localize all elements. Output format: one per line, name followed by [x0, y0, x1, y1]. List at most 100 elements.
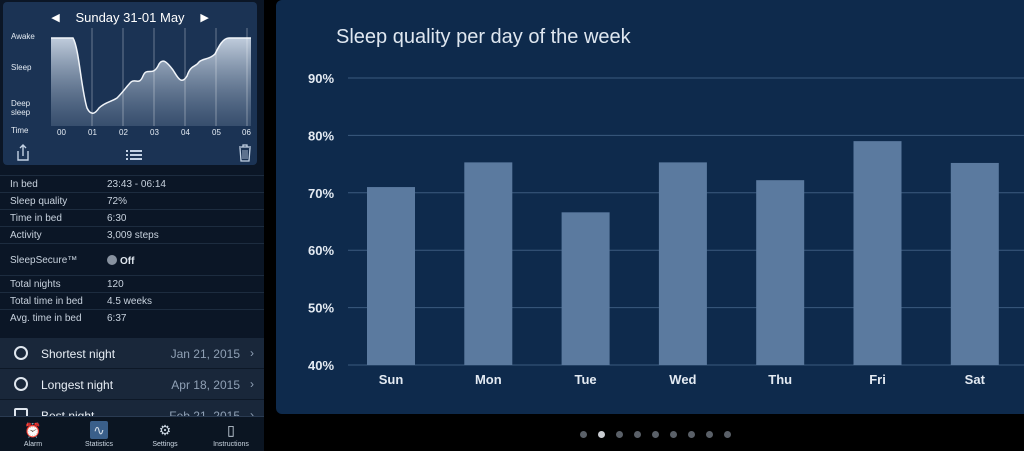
bar: [561, 212, 610, 365]
chevron-right-icon: ›: [250, 346, 254, 360]
y-label-deep-sleep: sleep: [11, 108, 31, 117]
date-label: Sunday 31-01 May: [75, 9, 185, 25]
stat-key: Sleep quality: [10, 196, 68, 207]
bar: [464, 162, 513, 365]
bar-chart: 90% 80% 70% 60% 50% 40% Sun Mon Tue Wed Thu Fri Sat: [308, 71, 1024, 387]
tab-label: Alarm: [23, 441, 43, 448]
stat-value: 6:30: [107, 213, 127, 224]
stopwatch-icon: [14, 346, 28, 360]
time-label: 02: [119, 128, 128, 137]
bar: [950, 162, 999, 365]
sleepsecure-row[interactable]: SleepSecure™ Off: [0, 243, 264, 275]
stat-key: Total time in bed: [10, 296, 83, 307]
stopwatch-icon: [14, 377, 28, 391]
stat-key: Time in bed: [10, 213, 62, 224]
date-header: ◀ Sunday 31-01 May ▶: [3, 8, 257, 26]
tab-label: Instructions: [213, 441, 249, 448]
y-tick-label: 80%: [308, 128, 334, 143]
list-item-label: Shortest night: [41, 347, 116, 361]
y-tick-label: 90%: [308, 71, 334, 86]
stat-row: In bed 23:43 - 06:14: [0, 175, 264, 192]
tab-statistics[interactable]: ∿ Statistics: [66, 417, 132, 451]
page-dot[interactable]: [688, 431, 695, 438]
stat-value: 23:43 - 06:14: [107, 179, 166, 190]
sleep-graph-area: [51, 38, 251, 126]
y-label-sleep: Sleep: [11, 63, 32, 72]
toggle-state: Off: [120, 256, 135, 267]
share-icon[interactable]: [15, 144, 31, 167]
stat-value: 120: [107, 279, 124, 290]
time-label: 01: [88, 128, 97, 137]
book-icon: ▯: [227, 422, 235, 438]
tab-instructions[interactable]: ▯ Instructions: [198, 417, 264, 451]
stat-row: Time in bed 6:30: [0, 209, 264, 226]
next-day-button[interactable]: ▶: [200, 11, 209, 24]
time-label: 03: [150, 128, 159, 137]
y-label-deep: Deep: [11, 99, 31, 108]
gear-icon: ⚙: [158, 422, 172, 438]
stat-row: Total nights 120: [0, 275, 264, 292]
page-dot[interactable]: [670, 431, 677, 438]
tab-settings[interactable]: ⚙ Settings: [132, 417, 198, 451]
x-tick-label: Thu: [768, 372, 792, 387]
statistics-icon: ∿: [90, 421, 108, 439]
list-item-value: Apr 18, 2015: [171, 378, 240, 392]
bar: [367, 187, 415, 365]
stat-key: Avg. time in bed: [10, 313, 82, 324]
time-label: 06: [242, 128, 251, 137]
tab-label: Statistics: [84, 441, 113, 448]
page-dot[interactable]: [652, 431, 659, 438]
stat-value: 4.5 weeks: [107, 296, 153, 307]
prev-day-button[interactable]: ◀: [51, 11, 60, 24]
y-tick-label: 70%: [308, 186, 334, 201]
stat-value: 6:37: [107, 313, 127, 324]
x-tick-label: Sun: [379, 372, 404, 387]
page-dot[interactable]: [634, 431, 641, 438]
stat-value: 3,009 steps: [107, 230, 159, 241]
page-dot[interactable]: [598, 431, 605, 438]
page-dot[interactable]: [580, 431, 587, 438]
chart-panel: Sleep quality per day of the week 90% 80%…: [276, 0, 1024, 414]
list-item-longest-night[interactable]: Longest night Apr 18, 2015 ›: [0, 369, 264, 400]
stat-value: 72%: [107, 196, 128, 207]
y-tick-label: 50%: [308, 301, 334, 316]
sleepsecure-toggle[interactable]: Off: [107, 255, 134, 267]
stat-row: Activity 3,009 steps: [0, 226, 264, 243]
stat-row: Total time in bed 4.5 weeks: [0, 292, 264, 309]
stat-row: Sleep quality 72%: [0, 192, 264, 209]
page-dot[interactable]: [724, 431, 731, 438]
stat-key: Total nights: [10, 279, 61, 290]
list-item-label: Longest night: [41, 378, 114, 392]
page-dot[interactable]: [616, 431, 623, 438]
time-label: 00: [57, 128, 66, 137]
time-label: 04: [181, 128, 190, 137]
chevron-right-icon: ›: [250, 377, 254, 391]
bar: [853, 141, 902, 365]
sleep-graph-line: [51, 37, 251, 114]
stats-table: In bed 23:43 - 06:14 Sleep quality 72% Tim…: [0, 175, 264, 326]
bar: [756, 180, 805, 365]
bar: [658, 162, 707, 365]
y-label-awake: Awake: [11, 32, 35, 41]
tab-alarm[interactable]: ⏰ Alarm: [0, 417, 66, 451]
sleepsecure-label: SleepSecure™: [10, 255, 78, 266]
left-panel: ◀ Sunday 31-01 May ▶ Awake Sleep Deep sl…: [0, 0, 264, 451]
chevron-right-icon: ›: [250, 408, 254, 422]
list-icon[interactable]: [126, 148, 142, 166]
x-tick-label: Mon: [475, 372, 502, 387]
stat-row: Avg. time in bed 6:37: [0, 309, 264, 326]
sleep-graph: [51, 28, 251, 126]
time-label: 05: [212, 128, 221, 137]
y-tick-label: 60%: [308, 243, 334, 258]
sleep-graph-card: ◀ Sunday 31-01 May ▶ Awake Sleep Deep sl…: [3, 2, 257, 165]
tab-label: Settings: [152, 441, 178, 448]
stat-key: Activity: [10, 230, 42, 241]
x-tick-label: Wed: [669, 372, 696, 387]
chart-title: Sleep quality per day of the week: [336, 26, 631, 48]
x-tick-label: Tue: [575, 372, 597, 387]
trash-icon[interactable]: [238, 144, 252, 167]
page-indicator[interactable]: [580, 431, 742, 441]
stat-key: In bed: [10, 179, 38, 190]
list-item-shortest-night[interactable]: Shortest night Jan 21, 2015 ›: [0, 338, 264, 369]
page-dot[interactable]: [706, 431, 713, 438]
